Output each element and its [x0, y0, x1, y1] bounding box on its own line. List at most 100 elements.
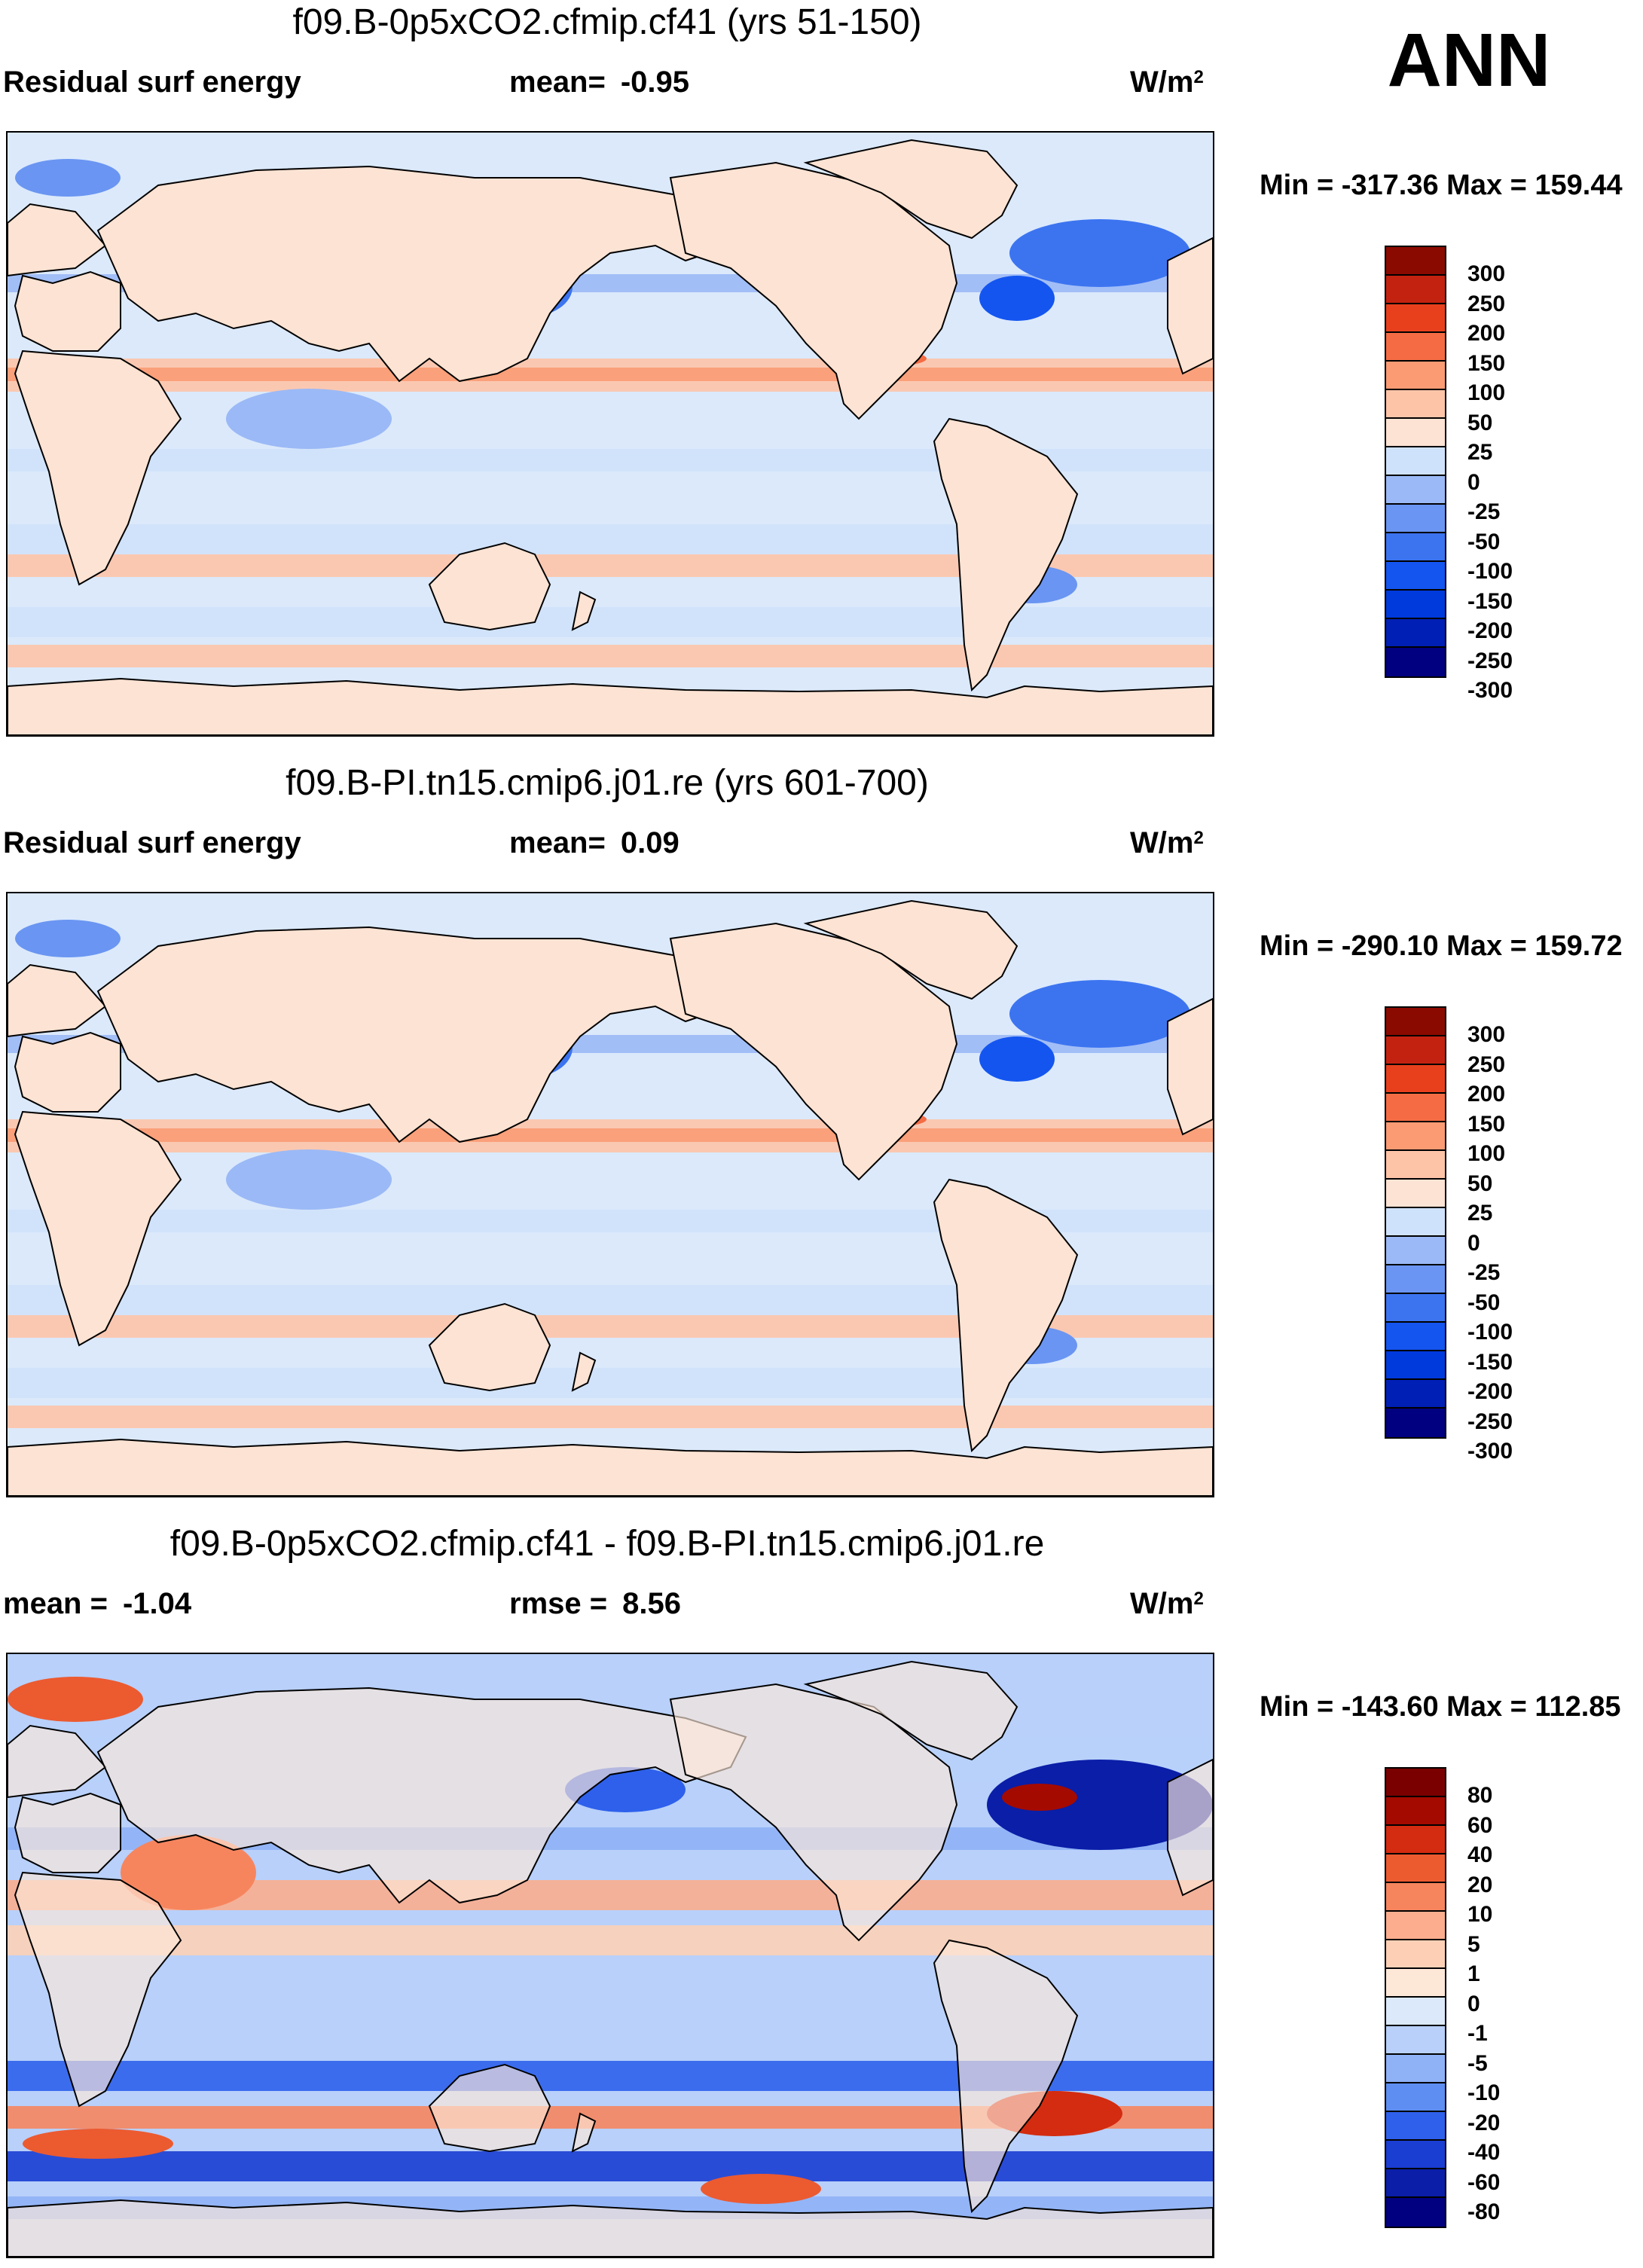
coastline: [14, 1871, 182, 2108]
panel-title: f09.B-0p5xCO2.cfmip.cf41 (yrs 51-150): [292, 2, 922, 42]
map-svg: [8, 133, 1213, 735]
colorbar: [1385, 1006, 1446, 1439]
colorbar-tick-label: 250: [1467, 291, 1506, 316]
colorbar-tick-label: 100: [1467, 1141, 1506, 1166]
colorbar-tick-label: -1: [1467, 2021, 1488, 2046]
coastline: [669, 1683, 958, 1942]
colorbar-tick-label: -300: [1467, 1439, 1513, 1464]
colorbar-tick-label: -100: [1467, 559, 1513, 584]
colorbar-tick-label: 20: [1467, 1872, 1493, 1897]
colorbar-box: [1386, 1883, 1445, 1912]
colorbar-box: [1386, 2083, 1445, 2112]
colorbar-box: [1386, 1409, 1445, 1437]
units-label: W/m2: [1130, 1587, 1204, 1620]
contour-patch: [1002, 1784, 1077, 1811]
variable-label: Residual surf energy: [3, 826, 301, 859]
colorbar-tick-label: 300: [1467, 261, 1506, 286]
colorbar-tick-label: -150: [1467, 588, 1513, 614]
colorbar-tick-label: 5: [1467, 1931, 1480, 1957]
colorbar-tick-label: 150: [1467, 1111, 1506, 1137]
contour-band: [8, 1368, 1213, 1398]
colorbar-box: [1386, 390, 1445, 419]
colorbar: [1385, 246, 1446, 678]
contour-patch: [979, 1036, 1055, 1082]
contour-patch: [226, 389, 392, 449]
colorbar-box: [1386, 1036, 1445, 1065]
colorbar-tick-label: 40: [1467, 1842, 1493, 1867]
panel-title: f09.B-PI.tn15.cmip6.j01.re (yrs 601-700): [286, 763, 929, 803]
colorbar-box: [1386, 562, 1445, 591]
colorbar-tick-label: 250: [1467, 1052, 1506, 1077]
colorbar-box: [1386, 648, 1445, 676]
mean-stat: mean = -1.04: [3, 1585, 191, 1622]
colorbar-tick-label: 1: [1467, 1961, 1480, 1986]
coastline: [571, 591, 597, 631]
colorbar-tick-label: 60: [1467, 1812, 1493, 1838]
colorbar-tick-label: -10: [1467, 2080, 1501, 2105]
coastline: [428, 542, 551, 631]
mean-value: 0.09: [620, 826, 679, 859]
colorbar-tick-label: 0: [1467, 1230, 1480, 1256]
colorbar-box: [1386, 276, 1445, 304]
map-plot: [6, 892, 1214, 1497]
coastline: [8, 1724, 107, 1799]
coastline: [1167, 237, 1213, 375]
coastline: [8, 2199, 1213, 2257]
coastline: [933, 1939, 1079, 2214]
mean-value: -0.95: [620, 66, 690, 99]
colorbar-box: [1386, 1912, 1445, 1940]
contour-patch: [226, 1149, 392, 1210]
colorbar-box: [1386, 1151, 1445, 1180]
colorbar-box: [1386, 419, 1445, 447]
colorbar-box: [1386, 1769, 1445, 1797]
colorbar-box: [1386, 1065, 1445, 1094]
mean-key: mean=: [509, 826, 606, 859]
units-label: W/m2: [1130, 826, 1204, 859]
coastline: [8, 963, 107, 1038]
colorbar-tick-label: 200: [1467, 1082, 1506, 1107]
coastline: [8, 677, 1213, 735]
colorbar-box: [1386, 247, 1445, 276]
coastline: [1167, 1758, 1213, 1897]
colorbar-box: [1386, 2169, 1445, 2198]
min-max-label: Min = -143.60 Max = 112.85: [1260, 1691, 1621, 1723]
coastline: [96, 1687, 747, 1904]
colorbar-box: [1386, 1380, 1445, 1409]
map-plot: [6, 131, 1214, 737]
coastline: [14, 270, 121, 352]
map-plot: [6, 1653, 1214, 2258]
contour-patch: [701, 2174, 821, 2204]
contour-band: [8, 1925, 1213, 1955]
colorbar-box: [1386, 1797, 1445, 1826]
coastline: [14, 1792, 121, 1873]
colorbar-box: [1386, 1265, 1445, 1294]
colorbar-tick-label: -200: [1467, 618, 1513, 643]
colorbar-box: [1386, 2141, 1445, 2169]
colorbar-box: [1386, 619, 1445, 648]
contour-patch: [23, 2129, 173, 2159]
colorbar-tick-label: -80: [1467, 2199, 1501, 2224]
colorbar-tick-label: 50: [1467, 1171, 1493, 1196]
coastline: [803, 139, 1018, 240]
colorbar-box: [1386, 1940, 1445, 1969]
colorbar-box: [1386, 1323, 1445, 1351]
colorbar-box: [1386, 505, 1445, 533]
contour-band: [8, 1128, 1213, 1142]
colorbar-tick-label: -200: [1467, 1379, 1513, 1404]
colorbar-box: [1386, 1998, 1445, 2026]
contour-band: [8, 2151, 1213, 2181]
colorbar-box: [1386, 2112, 1445, 2141]
mean-value: -1.04: [122, 1587, 192, 1620]
colorbar-tick-label: -25: [1467, 499, 1501, 524]
colorbar-box: [1386, 2055, 1445, 2083]
coastline: [669, 922, 958, 1181]
colorbar-box: [1386, 533, 1445, 562]
colorbar-tick-label: 10: [1467, 1902, 1493, 1927]
colorbar-box: [1386, 1351, 1445, 1380]
coastline: [428, 1302, 551, 1392]
contour-patch: [1009, 980, 1190, 1048]
contour-patch: [121, 1835, 256, 1910]
colorbar-box: [1386, 1208, 1445, 1237]
colorbar-tick-label: 25: [1467, 440, 1493, 465]
contour-patch: [8, 1677, 143, 1722]
